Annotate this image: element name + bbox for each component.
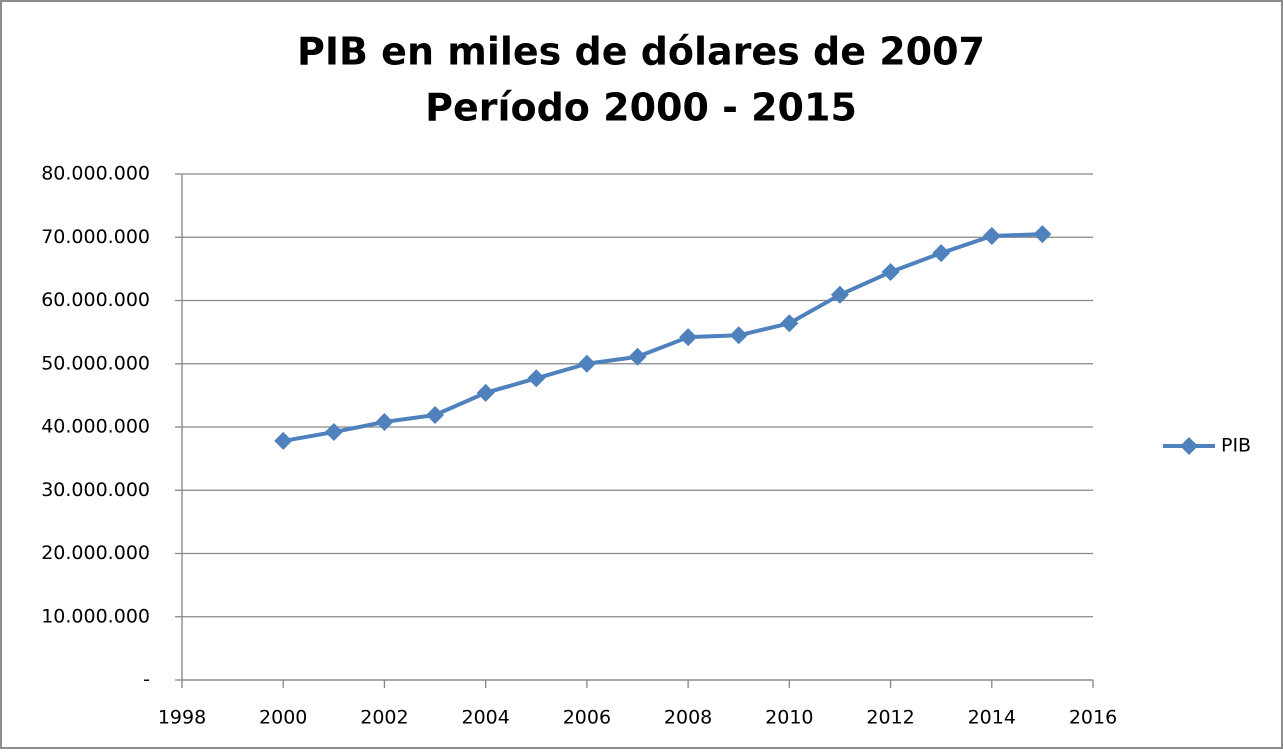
y-tick-label: 20.000.000: [41, 542, 150, 564]
legend-marker: [1180, 437, 1198, 455]
y-tick-label: 40.000.000: [41, 416, 150, 438]
x-tick-label: 2014: [968, 707, 1016, 729]
data-point: [628, 347, 647, 366]
x-tick-label: 2016: [1069, 707, 1117, 729]
data-point: [830, 285, 849, 304]
data-point: [932, 244, 951, 263]
data-point: [881, 263, 900, 282]
x-tick-label: 2000: [259, 707, 307, 729]
data-point: [527, 369, 546, 388]
data-point: [426, 405, 445, 424]
data-point: [982, 226, 1001, 245]
x-tick-label: 1998: [158, 707, 206, 729]
y-tick-label: 30.000.000: [41, 479, 150, 501]
data-point: [729, 326, 748, 345]
legend-label: PIB: [1221, 435, 1251, 457]
y-tick-label: 10.000.000: [41, 605, 150, 627]
x-tick-label: 2002: [360, 707, 408, 729]
data-point: [780, 314, 799, 333]
x-tick-label: 2012: [866, 707, 914, 729]
data-point: [577, 354, 596, 373]
y-tick-label: 50.000.000: [41, 352, 150, 374]
y-tick-label: 70.000.000: [41, 226, 150, 248]
chart-title: Período 2000 - 2015: [425, 86, 857, 130]
y-tick-label: -: [143, 669, 150, 691]
data-point: [324, 423, 343, 442]
series-line: [282, 232, 1043, 443]
data-point: [375, 412, 394, 431]
x-tick-label: 2006: [563, 707, 611, 729]
data-point: [476, 383, 495, 402]
x-tick-label: 2004: [461, 707, 509, 729]
y-tick-label: 80.000.000: [41, 163, 150, 185]
data-point: [1033, 225, 1052, 244]
x-tick-label: 2010: [765, 707, 813, 729]
data-point: [274, 431, 293, 450]
x-tick-label: 2008: [664, 707, 712, 729]
y-tick-label: 60.000.000: [41, 289, 150, 311]
chart-title: PIB en miles de dólares de 2007: [297, 30, 985, 74]
data-point: [679, 328, 698, 347]
